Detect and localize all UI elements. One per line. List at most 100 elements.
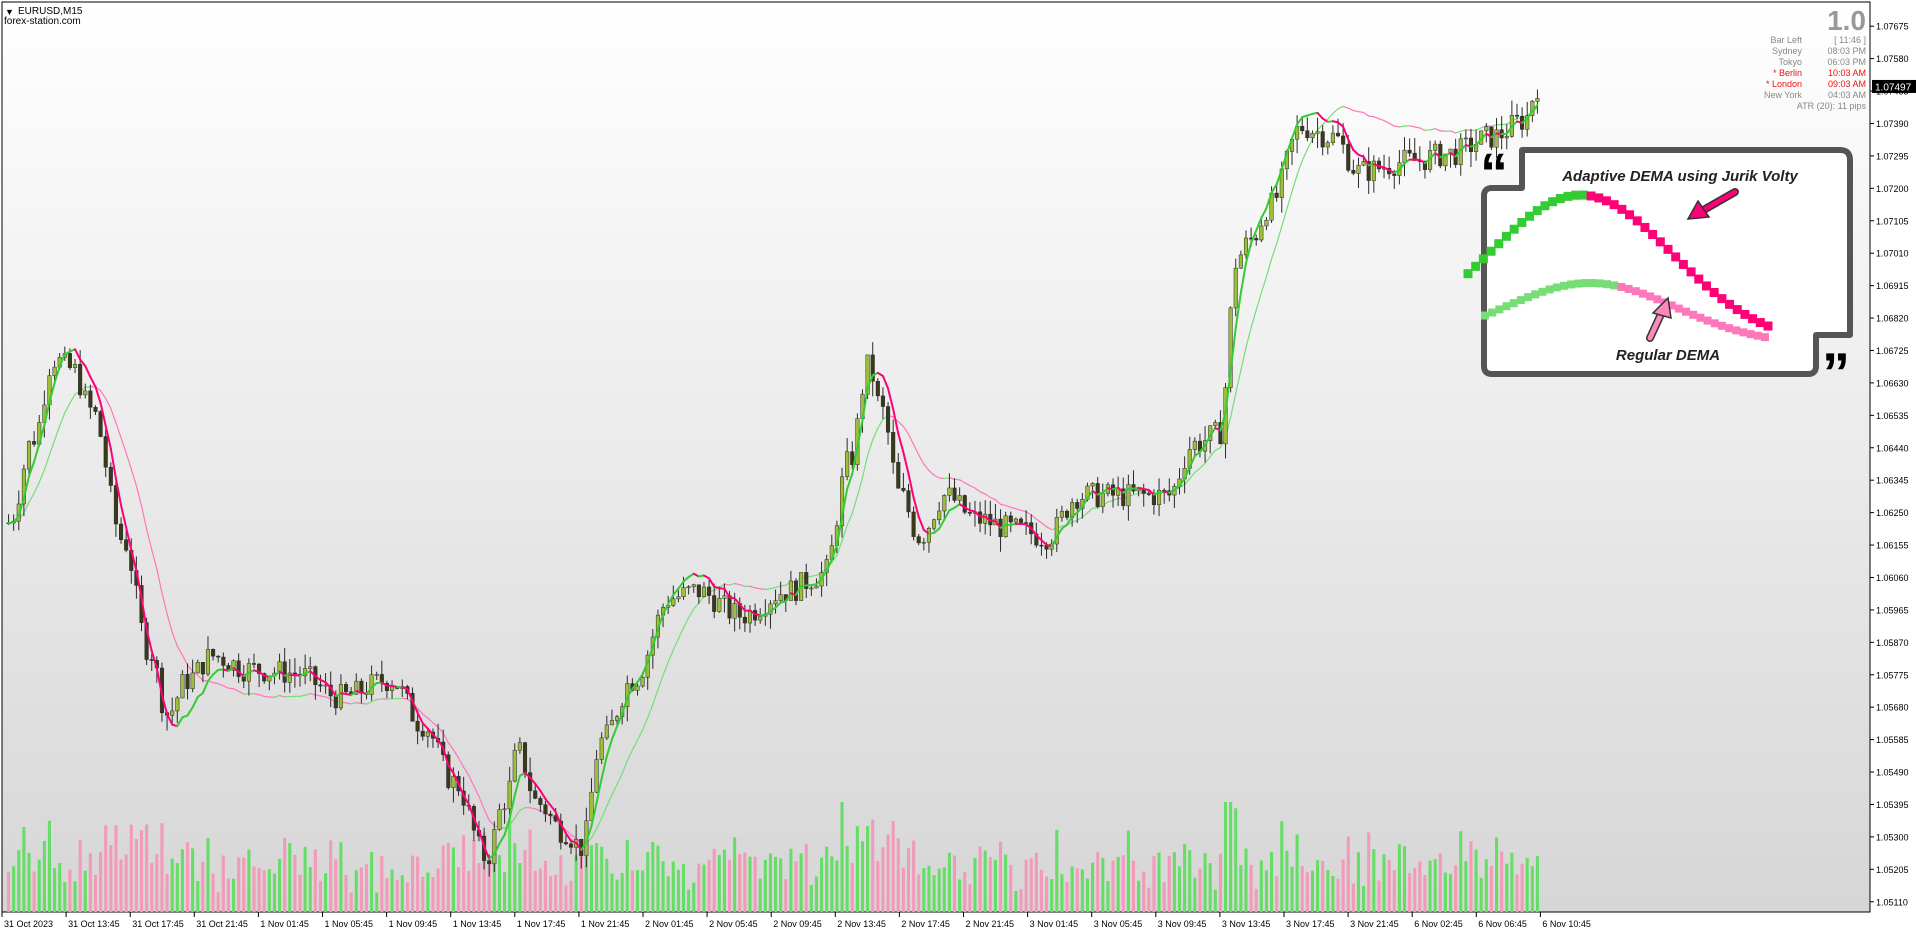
volume-bar bbox=[871, 820, 874, 912]
legend-adaptive-block bbox=[1494, 239, 1503, 248]
volume-bar bbox=[1480, 878, 1483, 912]
time-tick-label: 31 Oct 21:45 bbox=[196, 919, 248, 929]
time-tick-label: 6 Nov 10:45 bbox=[1542, 919, 1591, 929]
legend-adaptive-block bbox=[1510, 225, 1519, 234]
volume-bar bbox=[166, 874, 169, 912]
volume-bar bbox=[723, 850, 726, 912]
candle-body bbox=[1485, 127, 1489, 131]
volume-bar bbox=[304, 847, 307, 912]
volume-bar bbox=[641, 870, 644, 912]
volume-bar bbox=[1500, 852, 1503, 912]
volume-bar bbox=[293, 855, 296, 912]
time-tick-label: 1 Nov 09:45 bbox=[389, 919, 438, 929]
candle-body bbox=[881, 396, 885, 407]
volume-bar bbox=[89, 853, 92, 912]
legend-adaptive-block bbox=[1748, 314, 1757, 323]
candle-body bbox=[1193, 441, 1197, 449]
volume-bar bbox=[1347, 836, 1350, 912]
volume-bar bbox=[1244, 849, 1247, 912]
volume-bar bbox=[672, 861, 675, 912]
price-tick-label: 1.05490 bbox=[1876, 768, 1909, 778]
volume-bar bbox=[1285, 851, 1288, 912]
candle-body bbox=[242, 677, 246, 682]
legend-regular-block bbox=[1754, 332, 1762, 340]
volume-bar bbox=[442, 846, 445, 912]
volume-bar bbox=[176, 863, 179, 912]
candle-body bbox=[27, 441, 31, 469]
legend-regular-block bbox=[1546, 285, 1554, 293]
candle-body bbox=[1300, 126, 1304, 130]
volume-bar bbox=[662, 861, 665, 912]
candle-body bbox=[1244, 238, 1248, 255]
volume-bar bbox=[452, 847, 455, 912]
volume-bar bbox=[605, 859, 608, 912]
regular-dema-segment bbox=[356, 703, 361, 704]
time-tick-label: 3 Nov 01:45 bbox=[1030, 919, 1079, 929]
volume-bar bbox=[840, 802, 843, 912]
candle-body bbox=[917, 537, 921, 543]
plot-area[interactable] bbox=[2, 2, 1870, 912]
volume-bar bbox=[1214, 890, 1217, 912]
candle-body bbox=[206, 649, 210, 674]
volume-bar bbox=[897, 838, 900, 912]
volume-bar bbox=[1106, 881, 1109, 912]
volume-bar bbox=[1490, 866, 1493, 912]
volume-bar bbox=[1280, 821, 1283, 912]
volume-bar bbox=[426, 872, 429, 912]
volume-bar bbox=[237, 857, 240, 912]
volume-bar bbox=[876, 861, 879, 912]
regular-dema-segment bbox=[1466, 130, 1471, 131]
time-tick-label: 2 Nov 09:45 bbox=[773, 919, 822, 929]
volume-bar bbox=[861, 841, 864, 912]
volume-bar bbox=[1454, 865, 1457, 912]
volume-bar bbox=[646, 852, 649, 912]
volume-bar bbox=[396, 880, 399, 912]
legend-adaptive-block bbox=[1640, 223, 1649, 232]
volume-bar bbox=[907, 848, 910, 912]
volume-bar bbox=[268, 869, 271, 912]
candle-body bbox=[181, 674, 185, 698]
volume-bar bbox=[708, 860, 711, 912]
volume-bar bbox=[467, 871, 470, 912]
volume-bar bbox=[191, 848, 194, 912]
volume-bar bbox=[1434, 859, 1437, 912]
volume-bar bbox=[1423, 875, 1426, 912]
candle-body bbox=[1536, 98, 1540, 101]
volume-bar bbox=[779, 859, 782, 912]
volume-bar bbox=[1086, 878, 1089, 912]
legend-adaptive-block bbox=[1464, 269, 1473, 278]
session-value: 10:03 AM bbox=[1828, 68, 1866, 78]
candle-body bbox=[758, 616, 762, 620]
volume-bar bbox=[421, 877, 424, 912]
volume-bar bbox=[258, 868, 261, 912]
volume-bar bbox=[503, 872, 506, 912]
regular-dema-segment bbox=[264, 696, 269, 697]
volume-bar bbox=[769, 854, 772, 912]
volume-bar bbox=[1362, 886, 1365, 912]
volume-bar bbox=[1459, 831, 1462, 912]
volume-bar bbox=[943, 867, 946, 912]
volume-bar bbox=[33, 871, 36, 912]
candle-body bbox=[293, 673, 297, 674]
current-price-label: 1.07497 bbox=[1875, 82, 1912, 93]
volume-bar bbox=[1526, 858, 1529, 912]
volume-bar bbox=[12, 866, 15, 912]
candle-body bbox=[1060, 511, 1064, 517]
volume-bar bbox=[17, 850, 20, 912]
volume-bar bbox=[1183, 844, 1186, 912]
volume-bar bbox=[922, 868, 925, 912]
volume-bar bbox=[1265, 870, 1268, 912]
legend-adaptive-block bbox=[1502, 232, 1511, 241]
price-tick-label: 1.06820 bbox=[1876, 314, 1909, 324]
volume-bar bbox=[1229, 802, 1232, 912]
candle-body bbox=[539, 798, 543, 804]
legend-adaptive-block bbox=[1710, 288, 1719, 297]
legend-adaptive-block bbox=[1633, 216, 1642, 225]
legend-subtitle: Regular DEMA bbox=[1616, 347, 1720, 364]
candle-body bbox=[201, 662, 205, 674]
legend-regular-block bbox=[1610, 281, 1618, 289]
volume-bar bbox=[391, 869, 394, 912]
legend-adaptive-block bbox=[1471, 262, 1480, 271]
volume-bar bbox=[513, 843, 516, 912]
volume-bar bbox=[370, 852, 373, 912]
